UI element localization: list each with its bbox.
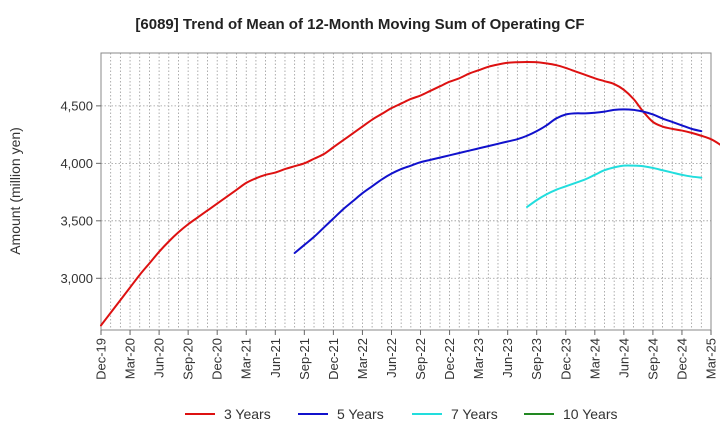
legend-label-10-years: 10 Years: [563, 406, 618, 422]
x-tick-label: Jun-20: [152, 338, 167, 378]
legend-label-3-years: 3 Years: [224, 406, 271, 422]
x-tick-label: Mar-20: [123, 338, 138, 379]
x-tick-label: Jun-23: [500, 338, 515, 378]
y-tick-label: 3,000: [60, 271, 93, 286]
y-axis: 3,000 3,500 4,000 4,500: [60, 98, 101, 286]
y-tick-label: 3,500: [60, 213, 93, 228]
x-tick-label: Sep-23: [529, 338, 544, 380]
x-tick-label: Mar-24: [587, 338, 602, 379]
legend-label-5-years: 5 Years: [337, 406, 384, 422]
y-tick-label: 4,500: [60, 98, 93, 113]
x-tick-label: Mar-23: [471, 338, 486, 379]
grid: [101, 53, 711, 330]
y-tick-label: 4,000: [60, 156, 93, 171]
series-line-3-years: [100, 60, 720, 327]
y-axis-label: Amount (million yen): [7, 127, 23, 255]
series-line-7-years: [526, 164, 703, 209]
x-tick-label: Jun-24: [616, 338, 631, 378]
x-tick-label: Dec-23: [558, 338, 573, 380]
x-tick-label: Mar-21: [239, 338, 254, 379]
legend-label-7-years: 7 Years: [451, 406, 498, 422]
x-tick-label: Dec-24: [674, 338, 689, 380]
x-tick-label: Mar-25: [704, 338, 719, 379]
x-tick-label: Sep-20: [181, 338, 196, 380]
x-tick-label: Sep-21: [297, 338, 312, 380]
x-tick-label: Sep-24: [645, 338, 660, 380]
legend: 3 Years 5 Years 7 Years 10 Years: [185, 406, 618, 422]
x-tick-label: Sep-22: [413, 338, 428, 380]
chart-title: [6089] Trend of Mean of 12-Month Moving …: [135, 16, 584, 33]
x-tick-label: Jun-21: [268, 338, 283, 378]
x-tick-label: Dec-19: [94, 338, 109, 380]
x-tick-label: Dec-21: [326, 338, 341, 380]
plot-area: [100, 52, 712, 331]
x-axis: Dec-19 Mar-20 Jun-20 Sep-20 Dec-20 Mar-21 Jun-…: [94, 330, 719, 380]
series-line-5-years: [293, 108, 703, 254]
x-tick-label: Jun-22: [384, 338, 399, 378]
x-tick-label: Dec-22: [442, 338, 457, 380]
x-tick-label: Mar-22: [355, 338, 370, 379]
series-group: [100, 60, 720, 327]
x-tick-label: Dec-20: [210, 338, 225, 380]
